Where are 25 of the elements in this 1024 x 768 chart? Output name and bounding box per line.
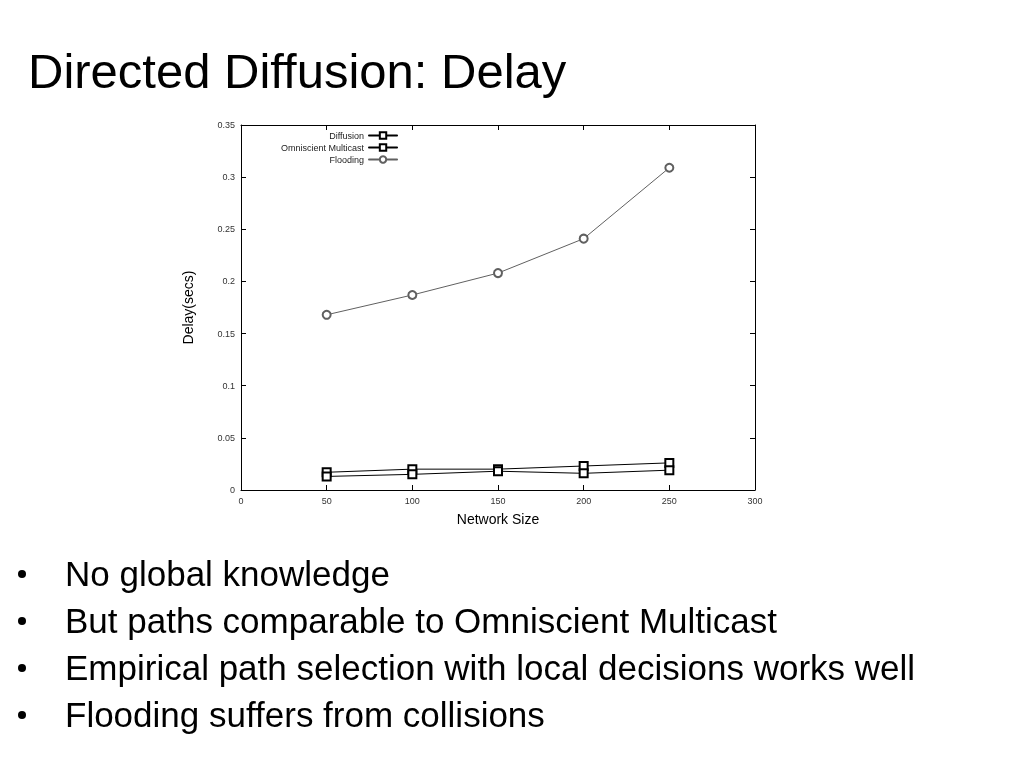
text: Flooding suffers from collisions	[65, 694, 545, 736]
y-tick-label: 0	[229, 485, 235, 495]
y-tick-label: 0.15	[217, 328, 235, 339]
x-tick-label: 100	[404, 495, 420, 506]
text: But paths comparable to Omniscient Multicast	[65, 600, 777, 642]
text: Empirical path selection with local decisions works well	[65, 647, 916, 689]
x-tick-label: 200	[576, 495, 592, 506]
y-tick-label: 0.3	[222, 172, 235, 183]
x-tick-label: 50	[321, 495, 332, 506]
y-axis-title: Delay(secs)	[180, 270, 196, 345]
y-tick-label: 0.2	[222, 276, 235, 287]
x-tick-label: 150	[490, 495, 506, 506]
x-tick-label: 300	[747, 495, 763, 506]
y-tick-label: 0.05	[217, 432, 235, 443]
y-tick-label: 0.35	[217, 120, 235, 130]
legend-label: Diffusion	[329, 130, 365, 141]
x-axis-title: Network Size	[456, 511, 540, 527]
x-tick-label: 0	[238, 495, 244, 506]
x-tick-label: 250	[661, 495, 677, 506]
chart-title: Directed Diffusion: Delay	[28, 43, 567, 100]
y-tick-label: 0.1	[222, 380, 235, 391]
text: No global knowledge	[65, 553, 390, 595]
legend-label: Flooding	[329, 154, 365, 165]
legend-label: Omniscient Multicast	[280, 142, 365, 153]
y-tick-label: 0.25	[217, 224, 235, 235]
